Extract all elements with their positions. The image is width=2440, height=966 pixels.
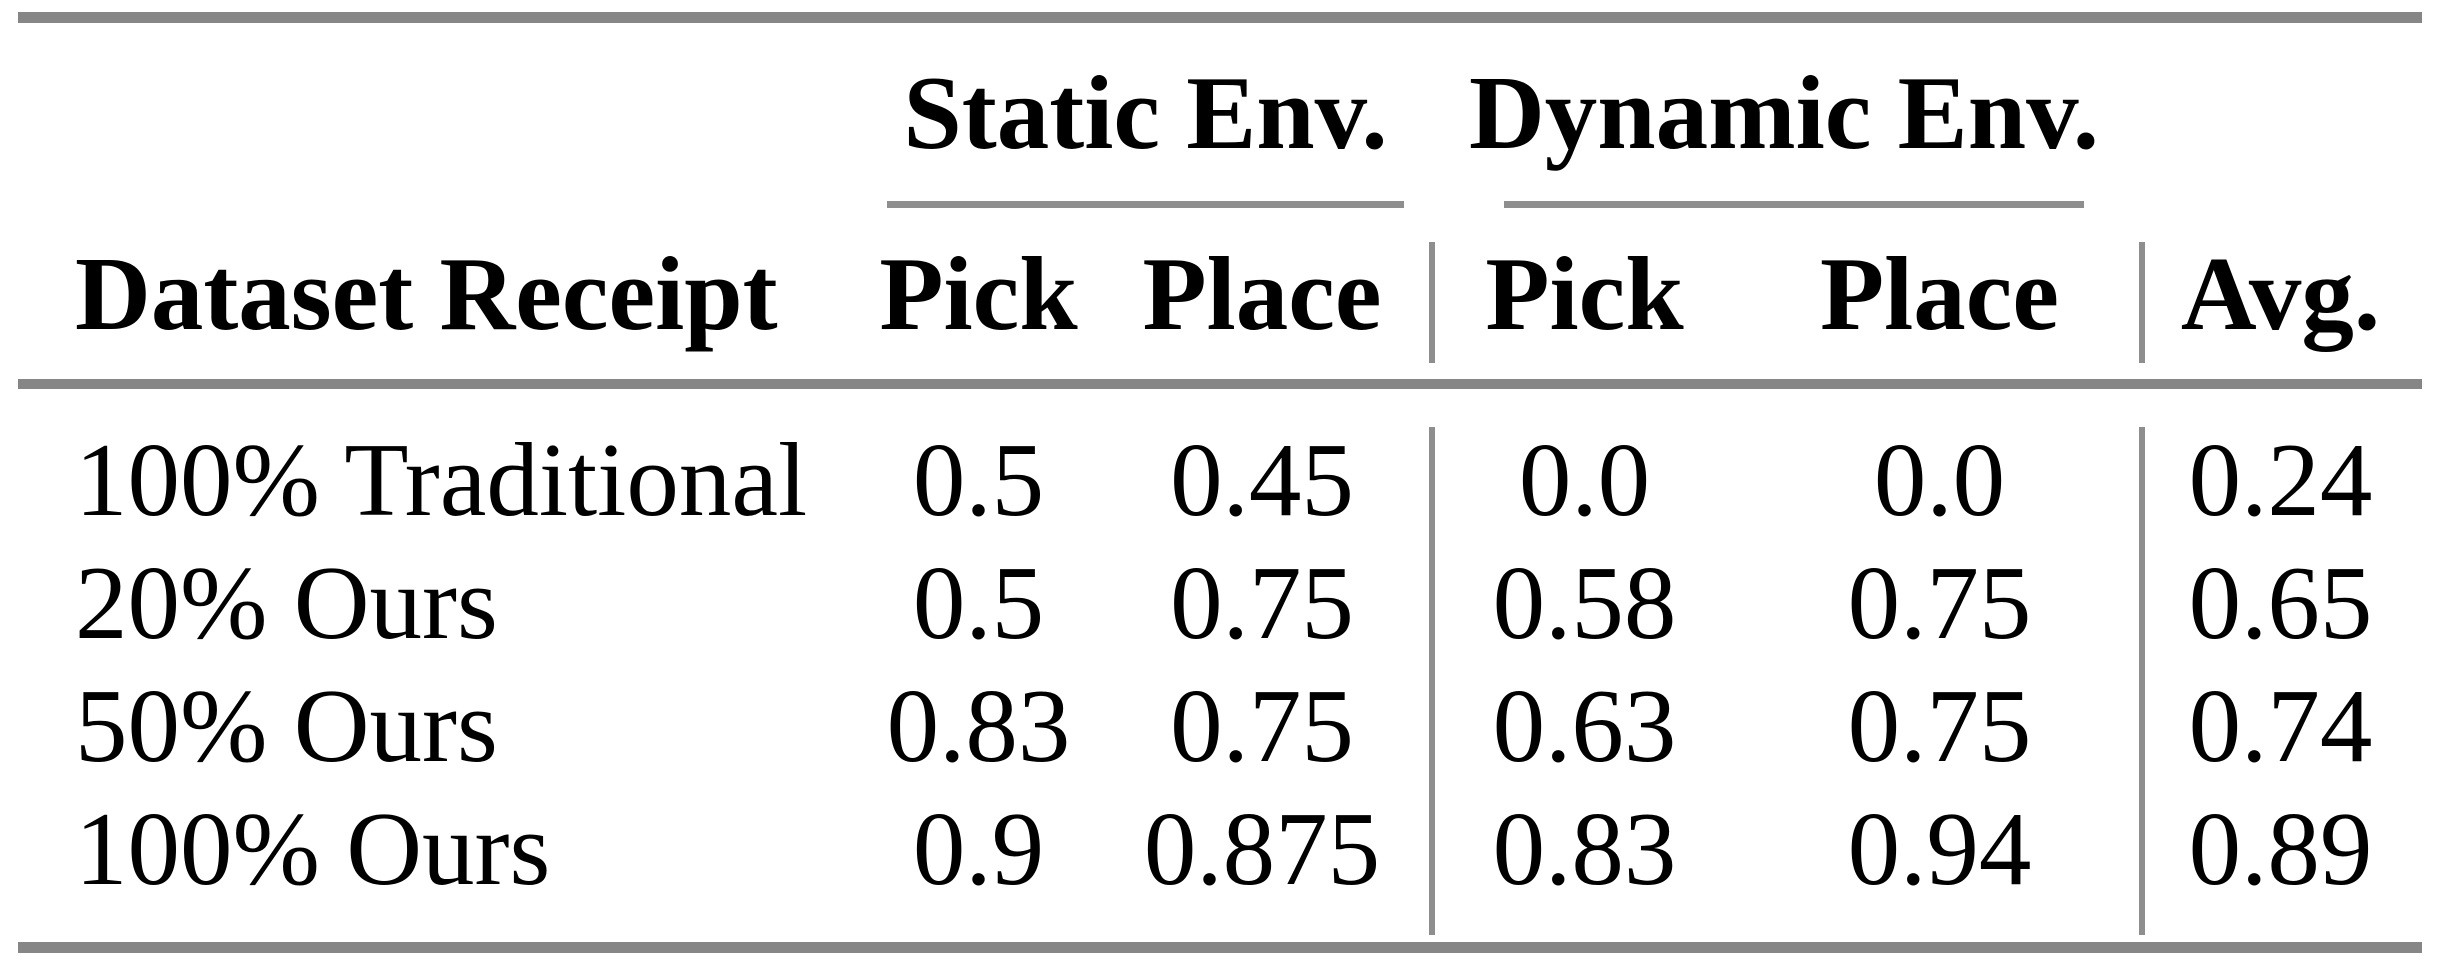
cell-static-pick: 0.83 [886,667,1071,784]
table-row-20pct-ours: 20% Ours 0.5 0.75 0.58 0.75 0.65 [18,541,2422,664]
vertical-separator-avg-header [2139,242,2145,363]
column-header-row: Dataset Receipt Pick Place Pick Place Av… [18,208,2422,379]
cmidrule-dynamic [1504,201,2084,208]
cell-avg: 0.74 [2188,667,2373,784]
table-body: 100% Traditional 0.5 0.45 0.0 0.0 0.24 2… [18,389,2422,942]
cell-static-pick: 0.9 [912,790,1045,907]
cell-avg: 0.65 [2188,544,2373,661]
cmidrule-static [887,201,1404,208]
table-bottom-rule [18,942,2422,953]
header-midrule [18,379,2422,389]
group-header-row: Static Env. Dynamic Env. [18,23,2422,208]
cell-static-place: 0.75 [1170,667,1354,784]
group-header-spacer-right [2139,23,2422,208]
table: Static Env. Dynamic Env. Dataset Receipt… [18,12,2422,953]
group-header-static-env: Static Env. [862,23,1429,208]
col-header-dataset-receipt: Dataset Receipt [75,235,778,352]
cell-label: 100% Traditional [75,421,808,538]
group-header-dynamic-env: Dynamic Env. [1429,23,2139,208]
vertical-separator-dynamic-body [1429,427,1435,935]
table-top-rule [18,12,2422,23]
vertical-separator-dynamic-header [1429,242,1435,363]
cell-dynamic-place: 0.0 [1873,421,2006,538]
cell-dynamic-place: 0.75 [1847,667,2032,784]
col-header-static-pick: Pick [879,235,1078,352]
cell-static-pick: 0.5 [912,421,1045,538]
table-row-100pct-traditional: 100% Traditional 0.5 0.45 0.0 0.0 0.24 [18,418,2422,541]
cell-static-place: 0.875 [1143,790,1381,907]
cell-dynamic-place: 0.75 [1847,544,2032,661]
table-row-100pct-ours: 100% Ours 0.9 0.875 0.83 0.94 0.89 [18,787,2422,910]
group-header-spacer-left [18,23,862,208]
cell-avg: 0.89 [2188,790,2373,907]
group-header-dynamic-env-label: Dynamic Env. [1468,53,2100,171]
cell-avg: 0.24 [2188,421,2373,538]
cell-static-place: 0.45 [1170,421,1354,538]
vertical-separator-avg-body [2139,427,2145,935]
cell-label: 100% Ours [75,790,551,907]
col-header-static-place: Place [1142,235,1382,352]
cell-static-place: 0.75 [1170,544,1354,661]
col-header-avg: Avg. [2180,235,2381,352]
cell-dynamic-pick: 0.63 [1492,667,1677,784]
cell-dynamic-pick: 0.0 [1518,421,1651,538]
cell-label: 50% Ours [75,667,498,784]
group-header-static-env-label: Static Env. [903,53,1388,171]
cell-dynamic-pick: 0.58 [1492,544,1677,661]
col-header-dynamic-pick: Pick [1485,235,1684,352]
cell-static-pick: 0.5 [912,544,1045,661]
col-header-dynamic-place: Place [1819,235,2060,352]
cell-dynamic-place: 0.94 [1847,790,2032,907]
cell-dynamic-pick: 0.83 [1492,790,1677,907]
cell-label: 20% Ours [75,544,498,661]
table-row-50pct-ours: 50% Ours 0.83 0.75 0.63 0.75 0.74 [18,664,2422,787]
